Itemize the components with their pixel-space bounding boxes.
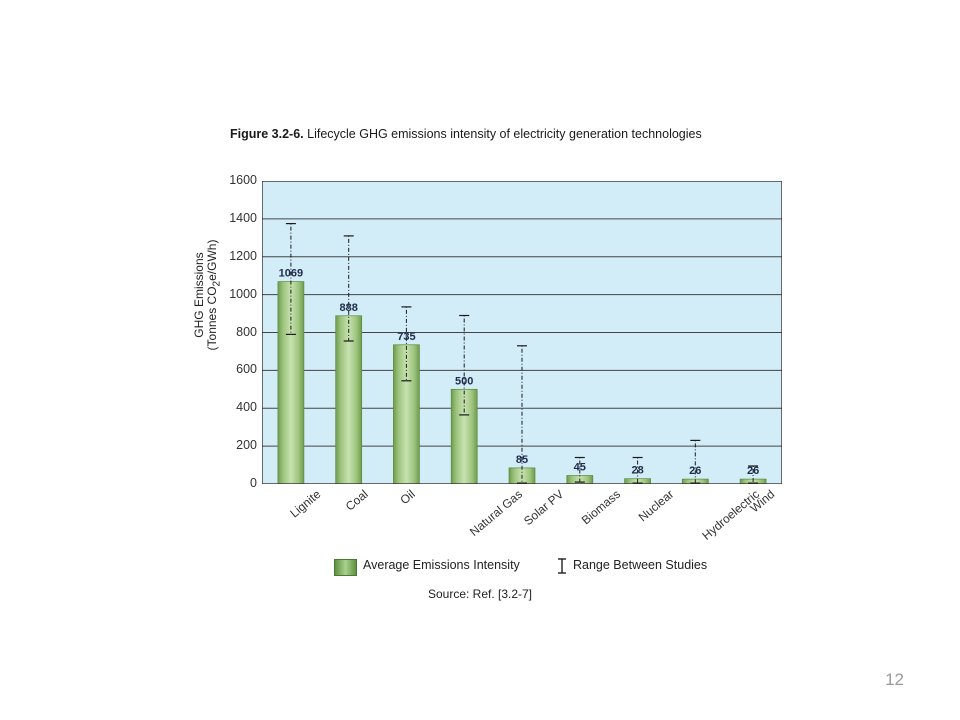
svg-text:26: 26: [747, 465, 759, 477]
svg-text:26: 26: [689, 465, 701, 477]
svg-text:85: 85: [516, 454, 528, 466]
svg-text:45: 45: [574, 462, 586, 474]
svg-text:888: 888: [340, 302, 358, 314]
svg-text:1069: 1069: [279, 268, 303, 280]
svg-text:500: 500: [455, 375, 473, 387]
svg-text:735: 735: [397, 331, 415, 343]
svg-text:28: 28: [631, 465, 643, 477]
